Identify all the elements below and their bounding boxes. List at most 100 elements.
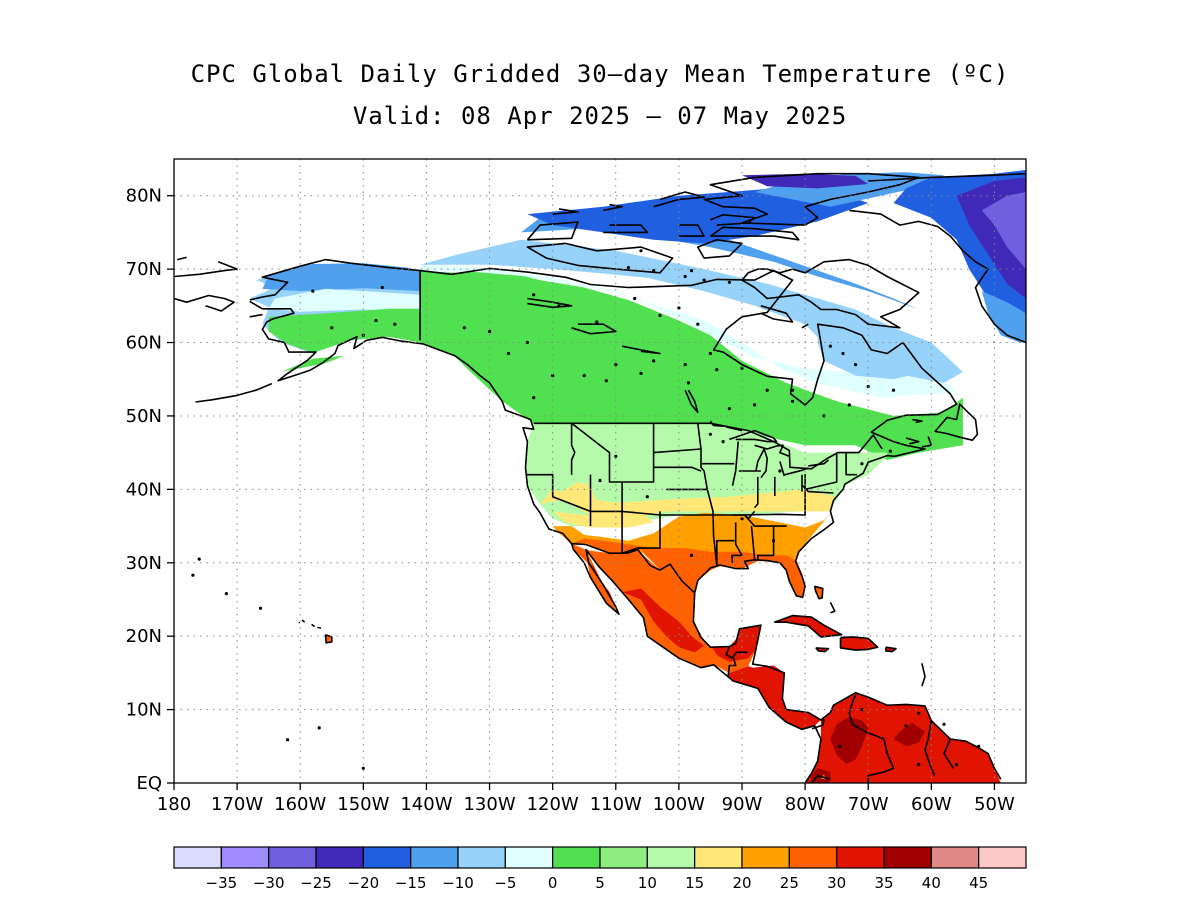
coastline-44: [684, 389, 699, 414]
island-dot-51: [598, 478, 602, 483]
coastline-73: [653, 191, 705, 208]
coastline-57: [311, 623, 316, 628]
island-dot-25: [847, 403, 851, 407]
temp-region-25: [622, 588, 705, 653]
island-dot-49: [708, 432, 713, 436]
coastline-61: [174, 294, 235, 312]
island-dot-18: [715, 368, 719, 372]
lat-tick-label: 70N: [126, 259, 162, 280]
island-dot-48: [721, 440, 725, 444]
coastline-20: [653, 466, 702, 472]
island-dot-20: [765, 388, 769, 392]
island-dot-6: [696, 322, 700, 326]
island-dot-3: [702, 278, 706, 282]
temp-region-3: [268, 308, 421, 353]
colorbar-swatch: [599, 846, 648, 869]
island-dot-65: [860, 708, 864, 712]
island-dot-7: [658, 313, 662, 317]
island-dot-41: [604, 379, 608, 383]
island-dot-22: [753, 403, 757, 407]
coastline-43: [709, 420, 724, 427]
coastline-77: [760, 305, 794, 323]
lon-tick-label: 100W: [653, 794, 705, 815]
lon-tick-label: 80W: [785, 794, 826, 815]
longitude-axis: 180 170W 160W 150W 140W 130W 120W 110W 100W 90W 80…: [157, 783, 1015, 815]
coastline-56: [317, 626, 322, 629]
lon-tick-label: 70W: [848, 794, 889, 815]
lon-tick-label: 60W: [911, 794, 952, 815]
island-dot-58: [888, 449, 892, 453]
coastline-50: [815, 647, 830, 653]
coastline-28: [753, 476, 759, 509]
island-dot-59: [977, 744, 981, 748]
graticule: [174, 159, 1026, 783]
island-dot-9: [595, 320, 599, 324]
coastline-48: [773, 614, 843, 638]
island-dot-0: [626, 266, 631, 270]
map-subtitle: Valid: 08 Apr 2025 – 07 May 2025: [352, 102, 848, 130]
island-dot-42: [525, 340, 530, 345]
coastline-15: [621, 511, 661, 554]
coastline-25: [715, 539, 735, 565]
colorbar-label: −15: [395, 874, 427, 892]
colorbar-label: 45: [969, 874, 988, 892]
island-dot-64: [917, 711, 921, 715]
lat-tick-label: 50N: [126, 406, 162, 427]
colorbar-swatch: [315, 846, 364, 869]
colorbar-swatch: [410, 846, 459, 869]
coastline-8: [924, 720, 936, 777]
colorbar-swatch: [694, 846, 743, 869]
temp-region-1: [262, 263, 421, 292]
colorbar-label: 25: [780, 874, 799, 892]
coastline-1: [249, 300, 822, 783]
island-dot-68: [191, 573, 195, 577]
colorbar-label: 15: [685, 874, 704, 892]
coastline-38: [755, 448, 769, 479]
colorbar-swatch: [268, 846, 317, 869]
lat-tick-label: 80N: [126, 186, 162, 207]
coastline-62: [174, 261, 238, 278]
lat-tick-label: 30N: [126, 553, 162, 574]
map-title: CPC Global Daily Gridded 30–day Mean Tem…: [190, 60, 1010, 88]
island-dot-53: [689, 553, 694, 558]
island-dot-35: [374, 318, 378, 323]
coastline-54: [921, 663, 926, 687]
island-dot-27: [891, 388, 896, 392]
island-dot-60: [955, 763, 959, 767]
island-dot-8: [633, 296, 637, 301]
coastline-27: [744, 510, 756, 520]
island-dot-36: [393, 322, 397, 326]
island-dot-33: [790, 388, 795, 392]
coastline-55: [324, 633, 333, 644]
temp-region-6: [420, 265, 957, 398]
map-frame: [173, 158, 1027, 784]
colorbar-label: 35: [874, 874, 893, 892]
island-dot-74: [361, 766, 365, 770]
colorbar-label: 0: [548, 874, 558, 892]
coastline-65: [696, 239, 743, 259]
coastline-72: [703, 172, 920, 226]
temp-region-2: [268, 288, 421, 315]
island-dot-44: [551, 374, 555, 378]
coastline-13: [571, 422, 655, 483]
coastline-23: [750, 526, 756, 560]
island-dot-50: [614, 454, 618, 458]
temp-region-23: [571, 543, 761, 673]
colorbar-swatch: [883, 846, 932, 869]
lon-tick-label: 130W: [463, 794, 515, 815]
colorbar-label: 30: [827, 874, 846, 892]
temp-region-12: [817, 324, 925, 380]
temp-region-37: [814, 586, 823, 599]
temp-region-9: [527, 188, 869, 244]
lat-tick-label: EQ: [136, 773, 162, 794]
temp-region-8: [521, 217, 919, 310]
coastline-70: [709, 226, 800, 241]
colorbar-swatch: [457, 846, 506, 869]
coastline-22: [732, 514, 788, 527]
temperature-fields: [249, 170, 1026, 783]
coastline-12: [526, 452, 838, 516]
coastline-78: [801, 323, 809, 329]
coastline-74: [603, 203, 623, 212]
coastline-34: [731, 441, 739, 486]
temp-region-31: [811, 768, 831, 783]
